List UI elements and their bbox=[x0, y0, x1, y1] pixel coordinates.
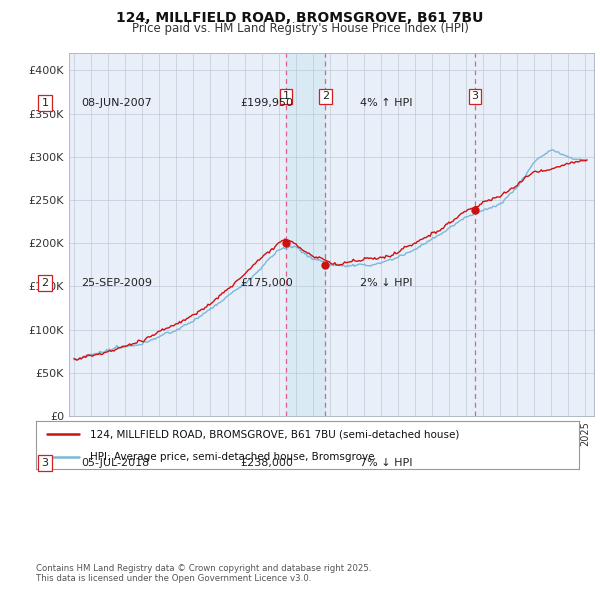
Text: 4% ↑ HPI: 4% ↑ HPI bbox=[360, 99, 413, 108]
Text: 124, MILLFIELD ROAD, BROMSGROVE, B61 7BU (semi-detached house): 124, MILLFIELD ROAD, BROMSGROVE, B61 7BU… bbox=[91, 429, 460, 439]
Text: 1: 1 bbox=[283, 91, 290, 101]
Bar bbox=[286, 53, 325, 416]
Text: 25-SEP-2009: 25-SEP-2009 bbox=[81, 278, 152, 288]
Text: 3: 3 bbox=[472, 91, 478, 101]
Text: HPI: Average price, semi-detached house, Bromsgrove: HPI: Average price, semi-detached house,… bbox=[91, 453, 375, 463]
Text: 2: 2 bbox=[322, 91, 329, 101]
Text: £199,950: £199,950 bbox=[240, 99, 293, 108]
Text: Contains HM Land Registry data © Crown copyright and database right 2025.
This d: Contains HM Land Registry data © Crown c… bbox=[36, 563, 371, 583]
Text: £175,000: £175,000 bbox=[240, 278, 293, 288]
Text: 2% ↓ HPI: 2% ↓ HPI bbox=[360, 278, 413, 288]
Text: 05-JUL-2018: 05-JUL-2018 bbox=[81, 458, 149, 468]
Text: 08-JUN-2007: 08-JUN-2007 bbox=[81, 99, 152, 108]
Text: 7% ↓ HPI: 7% ↓ HPI bbox=[360, 458, 413, 468]
Text: £238,000: £238,000 bbox=[240, 458, 293, 468]
Text: 2: 2 bbox=[41, 278, 49, 288]
Text: 3: 3 bbox=[41, 458, 49, 468]
Text: Price paid vs. HM Land Registry's House Price Index (HPI): Price paid vs. HM Land Registry's House … bbox=[131, 22, 469, 35]
Text: 1: 1 bbox=[41, 99, 49, 108]
Text: 124, MILLFIELD ROAD, BROMSGROVE, B61 7BU: 124, MILLFIELD ROAD, BROMSGROVE, B61 7BU bbox=[116, 11, 484, 25]
